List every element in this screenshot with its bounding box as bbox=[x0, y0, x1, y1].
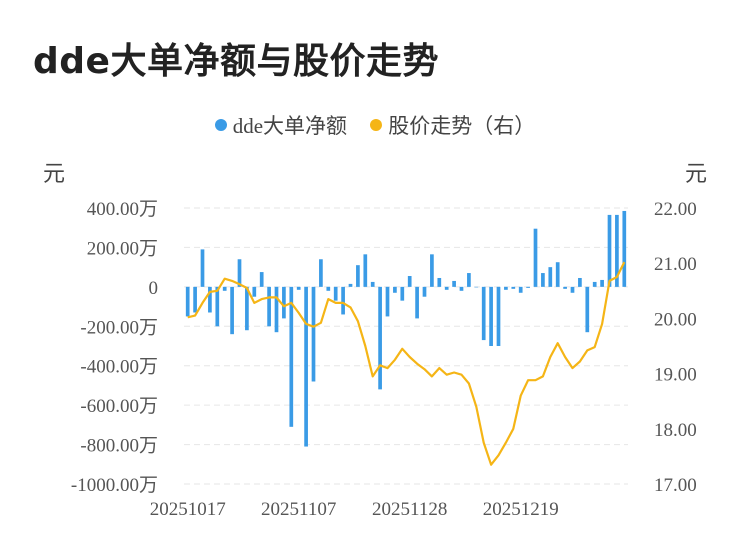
y-right-tick-label: 22.00 bbox=[654, 199, 697, 220]
y-left-tick-label: -400.00万 bbox=[80, 357, 158, 378]
y-right-tick-label: 19.00 bbox=[654, 365, 697, 386]
dde-bar bbox=[607, 214, 612, 287]
dde-bar bbox=[578, 277, 582, 287]
y-left-tick-label: 0 bbox=[149, 278, 159, 299]
dde-bar bbox=[378, 286, 382, 390]
legend-item-dde[interactable]: dde大单净额 bbox=[214, 110, 348, 140]
y-left-tick-label: 400.00万 bbox=[87, 199, 158, 220]
dde-bar bbox=[489, 286, 493, 346]
dde-bar bbox=[267, 286, 271, 327]
dde-bar bbox=[474, 286, 479, 288]
price-line bbox=[187, 261, 626, 466]
dde-bar bbox=[185, 286, 190, 317]
dde-bar bbox=[289, 286, 294, 427]
dde-bar bbox=[459, 286, 464, 291]
dde-bar bbox=[200, 249, 205, 287]
y-left-tick-label: -1000.00万 bbox=[71, 475, 158, 496]
dde-bar bbox=[230, 286, 234, 335]
dde-bar bbox=[208, 286, 212, 313]
dde-bar bbox=[356, 265, 360, 287]
dde-bar bbox=[252, 286, 257, 297]
y-left-tick-label: 200.00万 bbox=[87, 238, 158, 259]
dde-bar bbox=[215, 286, 220, 327]
left-axis-unit: 元 bbox=[43, 161, 66, 186]
dde-bar bbox=[393, 286, 397, 293]
dde-bar bbox=[237, 259, 242, 287]
y-right-tick-label: 20.00 bbox=[654, 309, 697, 330]
dde-bar bbox=[341, 286, 345, 315]
dde-bar bbox=[326, 286, 331, 291]
dde-bar bbox=[444, 286, 449, 290]
dde-bar bbox=[304, 286, 308, 447]
dde-bar bbox=[348, 283, 353, 287]
dde-bar bbox=[504, 286, 508, 290]
dde-bar bbox=[370, 281, 375, 287]
legend-dot-dde bbox=[214, 119, 227, 131]
dde-bar bbox=[511, 286, 516, 289]
dde-bar bbox=[296, 286, 301, 290]
dde-bar bbox=[407, 276, 412, 287]
x-tick-label: 20251107 bbox=[261, 499, 336, 520]
y-right-tick-label: 17.00 bbox=[654, 475, 697, 496]
y-right-tick-label: 21.00 bbox=[654, 254, 697, 275]
dde-bar bbox=[585, 286, 590, 333]
dde-bar bbox=[422, 286, 427, 297]
chart-title-text: dde大单净额与股价走势 bbox=[33, 41, 439, 82]
dde-bar bbox=[274, 286, 279, 333]
dde-bar bbox=[311, 286, 316, 382]
y-left-tick-label: -600.00万 bbox=[80, 396, 158, 417]
dde-bar bbox=[548, 267, 553, 287]
dde-bar bbox=[563, 286, 567, 289]
dde-bar bbox=[592, 281, 597, 287]
dde-bar bbox=[437, 277, 442, 287]
x-tick-label: 20251128 bbox=[372, 499, 447, 520]
dde-bar bbox=[222, 286, 227, 291]
dde-bar bbox=[400, 286, 405, 301]
dde-bar bbox=[319, 259, 323, 287]
dde-bar bbox=[570, 286, 575, 293]
dde-bar bbox=[245, 286, 249, 331]
legend-item-price[interactable]: 股价走势（右） bbox=[370, 110, 535, 140]
dde-bar bbox=[526, 286, 530, 288]
legend: dde大单净额 股价走势（右） bbox=[0, 110, 750, 140]
dde-bar bbox=[496, 286, 501, 346]
dde-bar bbox=[615, 214, 619, 287]
dde-bar bbox=[541, 273, 545, 287]
dde-bar bbox=[533, 228, 538, 287]
x-tick-label: 20251017 bbox=[150, 499, 226, 520]
dde-bar bbox=[430, 254, 434, 287]
dde-bar bbox=[622, 210, 627, 287]
right-axis-unit: 元 bbox=[685, 161, 708, 186]
dde-bar bbox=[481, 286, 486, 341]
dde-bar bbox=[363, 254, 368, 287]
legend-label-price: 股价走势（右） bbox=[388, 114, 536, 138]
dde-bar bbox=[600, 279, 604, 287]
dde-bar bbox=[518, 286, 523, 293]
y-left-tick-label: -200.00万 bbox=[80, 317, 158, 338]
dde-bar bbox=[259, 272, 264, 287]
dde-bar bbox=[282, 286, 286, 319]
dde-bar bbox=[452, 280, 456, 287]
dde-bar bbox=[385, 286, 390, 317]
dde-bar bbox=[193, 286, 197, 313]
y-left-tick-label: -800.00万 bbox=[80, 436, 158, 457]
dde-bar bbox=[467, 273, 471, 287]
dde-bar bbox=[555, 262, 560, 287]
legend-dot-price bbox=[370, 119, 383, 131]
legend-label-dde: dde大单净额 bbox=[232, 114, 348, 138]
y-right-tick-label: 18.00 bbox=[654, 420, 697, 441]
x-tick-label: 20251219 bbox=[483, 499, 559, 520]
dde-bar bbox=[333, 286, 338, 301]
dde-bar bbox=[415, 286, 419, 319]
chart-title: dde大单净额与股价走势 bbox=[33, 32, 439, 84]
